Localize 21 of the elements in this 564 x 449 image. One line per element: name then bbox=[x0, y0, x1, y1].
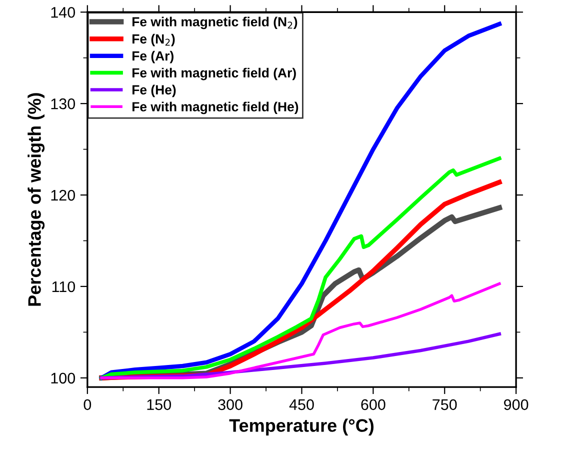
legend-label: Fe with magnetic field (N$_{2}$) bbox=[132, 16, 298, 30]
legend-label: Fe (He) bbox=[132, 84, 176, 98]
x-tick-label: 600 bbox=[361, 399, 386, 410]
legend-label: Fe (Ar) bbox=[132, 50, 174, 64]
y-tick-label: 140 bbox=[51, 6, 76, 18]
legend-label: Fe (N$_{2}$) bbox=[132, 34, 175, 46]
x-tick-label: 150 bbox=[147, 399, 172, 410]
x-tick-label: 750 bbox=[432, 399, 457, 410]
y-tick-label: 120 bbox=[51, 190, 76, 201]
line-series bbox=[100, 282, 501, 380]
x-tick-label: 900 bbox=[504, 399, 528, 410]
legend-label: Fe with magnetic field (Ar) bbox=[132, 68, 296, 80]
y-axis-title: Percentage of weigth (%) bbox=[28, 93, 45, 306]
y-tick-label: 100 bbox=[51, 372, 76, 384]
x-tick-label: 300 bbox=[218, 399, 242, 410]
legend-label: Fe with magnetic field (He) bbox=[132, 102, 298, 114]
x-tick-label: 450 bbox=[289, 399, 314, 410]
x-axis-title: Temperature (°C) bbox=[229, 418, 374, 436]
y-tick-label: 130 bbox=[51, 98, 76, 110]
y-tick-label: 110 bbox=[52, 281, 76, 292]
x-tick-label: 0 bbox=[84, 399, 92, 410]
